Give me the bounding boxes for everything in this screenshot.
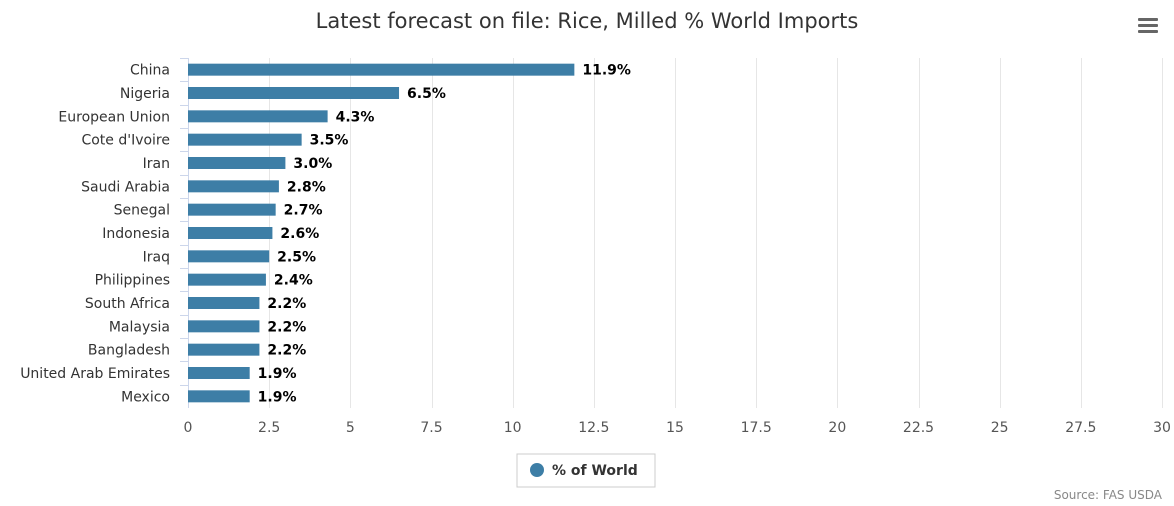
data-label: 2.4% <box>274 273 313 289</box>
data-label: 2.2% <box>267 343 306 359</box>
bar[interactable] <box>188 390 250 403</box>
data-label: 4.3% <box>336 109 375 125</box>
x-tick-label: 2.5 <box>258 420 280 436</box>
legend[interactable]: % of World <box>516 453 656 488</box>
bar[interactable] <box>188 273 266 286</box>
data-label: 11.9% <box>582 63 631 79</box>
x-tick-label: 0 <box>184 420 193 436</box>
bar-series <box>188 63 575 403</box>
category-label: Indonesia <box>102 226 170 242</box>
data-label: 6.5% <box>407 86 446 102</box>
data-label: 1.9% <box>258 389 297 405</box>
category-label: European Union <box>58 109 170 125</box>
legend-symbol <box>530 463 544 477</box>
data-label: 2.8% <box>287 179 326 195</box>
category-axis: China Nigeria European Union Cote d'Ivoire I… <box>20 58 188 405</box>
category-label: Philippines <box>95 273 170 289</box>
category-label: Iran <box>143 156 170 172</box>
category-label: Malaysia <box>109 319 170 335</box>
data-labels: 11.9% 6.5% 4.3% 3.5% 3.0% 2.8% 2.7% 2.6% 2.5% 2.4… <box>258 63 631 406</box>
bar[interactable] <box>188 203 276 216</box>
category-label: Nigeria <box>120 86 170 102</box>
category-label: Bangladesh <box>88 343 170 359</box>
bar[interactable] <box>188 63 575 76</box>
x-tick-label: 12.5 <box>578 420 609 436</box>
category-label: Cote d'Ivoire <box>81 133 170 149</box>
bar[interactable] <box>188 110 328 123</box>
bar[interactable] <box>188 133 302 146</box>
bar[interactable] <box>188 297 260 309</box>
credits-text[interactable]: Source: FAS USDA <box>1054 488 1163 502</box>
category-label: Saudi Arabia <box>81 179 170 195</box>
x-tick-label: 27.5 <box>1065 420 1096 436</box>
x-tick-label: 15 <box>666 420 684 436</box>
bar[interactable] <box>188 367 250 379</box>
hamburger-line <box>1138 30 1158 33</box>
menu-button[interactable] <box>1130 12 1162 40</box>
value-axis: 0 2.5 5 7.5 10 12.5 15 17.5 20 22.5 25 27.5 30 <box>184 420 1171 436</box>
data-label: 2.6% <box>280 226 319 242</box>
data-label: 3.0% <box>293 156 332 172</box>
bar[interactable] <box>188 320 260 333</box>
data-label: 1.9% <box>258 366 297 382</box>
bar[interactable] <box>188 343 260 356</box>
category-label: China <box>130 63 170 79</box>
data-label: 3.5% <box>310 133 349 149</box>
category-label: United Arab Emirates <box>20 366 170 382</box>
bar[interactable] <box>188 157 286 169</box>
data-label: 2.5% <box>277 249 316 265</box>
hamburger-line <box>1138 24 1158 27</box>
x-tick-label: 7.5 <box>420 420 442 436</box>
data-label: 2.7% <box>284 203 323 219</box>
hamburger-menu-icon <box>1138 18 1158 33</box>
bar[interactable] <box>188 180 279 193</box>
category-label: South Africa <box>85 296 170 312</box>
bar[interactable] <box>188 87 400 99</box>
x-tick-label: 10 <box>504 420 522 436</box>
legend-item-label[interactable]: % of World <box>552 463 638 479</box>
chart-title: Latest forecast on file: Rice, Milled % … <box>316 9 859 33</box>
category-label: Mexico <box>121 389 170 405</box>
bar[interactable] <box>188 227 273 239</box>
category-label: Iraq <box>143 249 170 265</box>
x-tick-label: 17.5 <box>741 420 772 436</box>
watermark-text: 知乎 @奶包的大叔 <box>860 447 1085 477</box>
data-label: 2.2% <box>267 319 306 335</box>
x-tick-label: 20 <box>828 420 846 436</box>
x-tick-label: 5 <box>346 420 355 436</box>
hamburger-line <box>1138 18 1158 21</box>
grid-lines <box>188 58 1163 408</box>
x-tick-label: 30 <box>1153 420 1171 436</box>
category-label: Senegal <box>114 203 170 219</box>
data-label: 2.2% <box>267 296 306 312</box>
x-tick-label: 22.5 <box>903 420 934 436</box>
bar[interactable] <box>188 250 270 263</box>
x-tick-label: 25 <box>991 420 1009 436</box>
